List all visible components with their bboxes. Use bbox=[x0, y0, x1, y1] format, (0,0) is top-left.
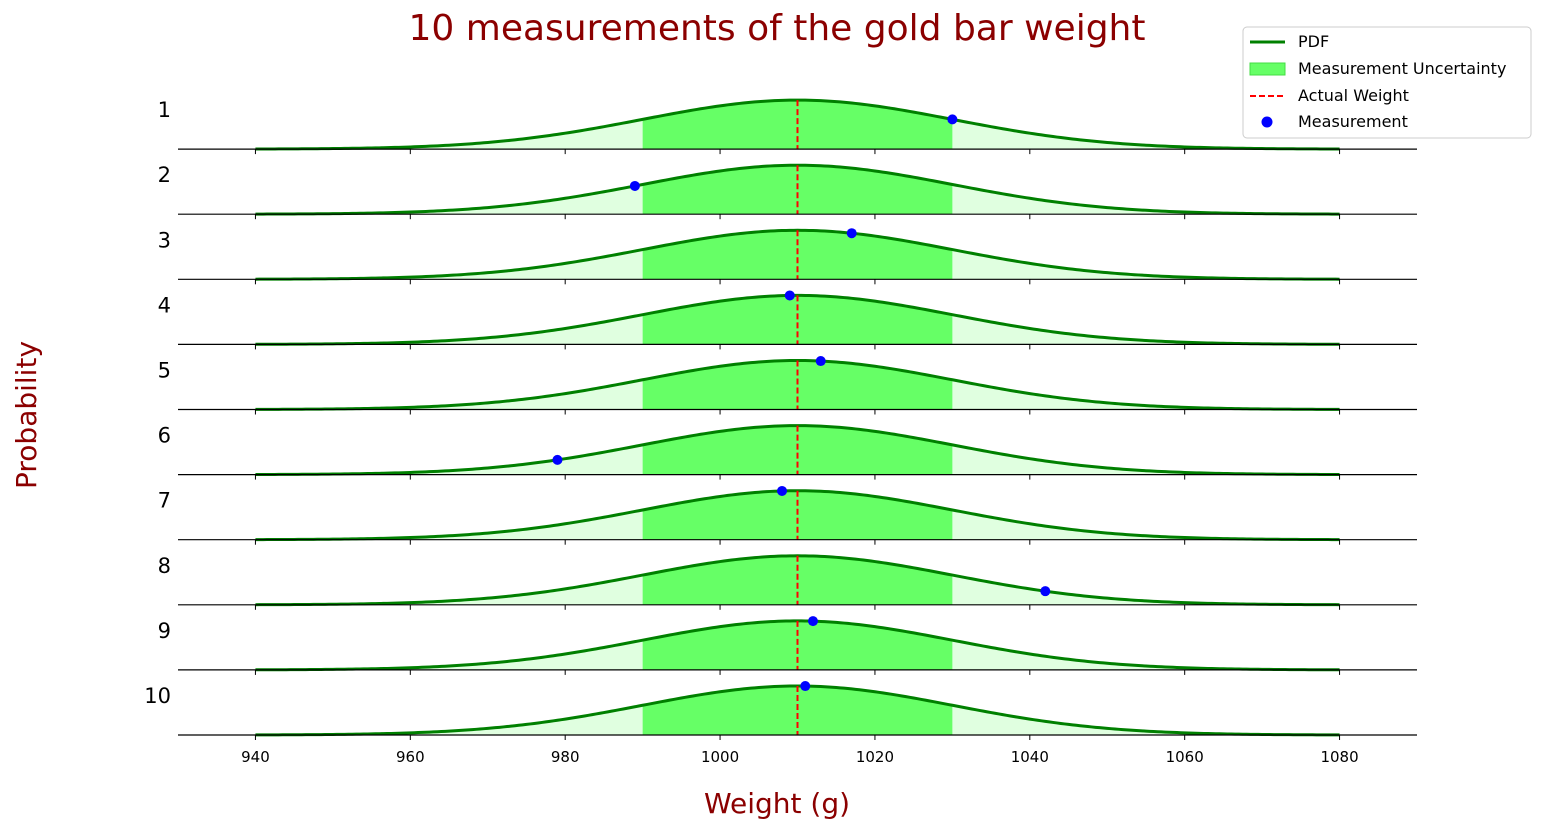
legend: PDF Measurement Uncertainty Actual Weight M… bbox=[1242, 26, 1532, 139]
tail-area-right bbox=[952, 379, 1340, 410]
uncertainty-area bbox=[642, 555, 953, 605]
measurement-point bbox=[800, 681, 811, 692]
legend-uncertainty-swatch bbox=[1249, 62, 1286, 76]
x-tick-label: 1000 bbox=[701, 748, 739, 766]
measurement-point bbox=[807, 616, 818, 627]
measurement-point bbox=[947, 114, 958, 125]
panel-label: 10 bbox=[144, 684, 171, 708]
x-tick-label: 980 bbox=[551, 748, 580, 766]
legend-measurement-swatch bbox=[1261, 116, 1273, 128]
legend-entry-label: PDF bbox=[1298, 32, 1329, 51]
panel-2: 2 bbox=[158, 163, 1417, 220]
tail-area-right bbox=[952, 509, 1340, 540]
panel-label: 5 bbox=[158, 359, 171, 383]
panel-3: 3 bbox=[158, 228, 1417, 285]
tail-area-right bbox=[952, 249, 1340, 280]
uncertainty-area bbox=[642, 425, 953, 475]
panel-label: 4 bbox=[158, 293, 171, 317]
measurement-point bbox=[815, 356, 826, 367]
tail-area-right bbox=[952, 640, 1340, 670]
x-tick-label: 960 bbox=[396, 748, 425, 766]
panel-label: 3 bbox=[158, 228, 171, 252]
tail-area-left bbox=[255, 314, 643, 345]
measurement-point bbox=[777, 485, 788, 496]
panel-10: 10 bbox=[144, 681, 1417, 740]
panel-label: 6 bbox=[158, 424, 171, 448]
x-tick-label: 1080 bbox=[1320, 748, 1358, 766]
legend-entry-label: Measurement Uncertainty bbox=[1298, 59, 1506, 78]
measurement-point bbox=[629, 180, 640, 191]
tail-area-left bbox=[255, 509, 643, 540]
panel-1: 1 bbox=[158, 98, 1417, 155]
x-tick-label: 1020 bbox=[856, 748, 894, 766]
legend-entry-label: Actual Weight bbox=[1298, 86, 1409, 105]
panel-6: 6 bbox=[158, 424, 1417, 480]
measurement-point bbox=[846, 228, 857, 239]
tail-area-left bbox=[255, 575, 643, 605]
panel-label: 2 bbox=[158, 163, 171, 187]
tail-area-left bbox=[255, 444, 643, 475]
tail-area-right bbox=[952, 444, 1340, 475]
tail-area-right bbox=[952, 705, 1340, 735]
tail-area-right bbox=[952, 184, 1340, 215]
panel-label: 7 bbox=[158, 489, 171, 513]
tail-area-left bbox=[255, 249, 643, 280]
x-axis-label: Weight (g) bbox=[704, 787, 850, 820]
tail-area-left bbox=[255, 640, 643, 670]
legend-frame bbox=[1242, 26, 1532, 139]
panel-7: 7 bbox=[158, 485, 1417, 545]
legend-entry-label: Measurement bbox=[1298, 112, 1408, 131]
x-tick-label: 1060 bbox=[1166, 748, 1204, 766]
panel-5: 5 bbox=[158, 356, 1417, 415]
uncertainty-area bbox=[642, 620, 953, 670]
panel-8: 8 bbox=[158, 554, 1417, 610]
tail-area-left bbox=[255, 184, 643, 215]
tail-area-right bbox=[952, 314, 1340, 345]
measurement-point bbox=[552, 454, 563, 465]
panel-9: 9 bbox=[158, 616, 1417, 675]
y-axis-label: Probability bbox=[10, 341, 43, 489]
x-tick-label: 1040 bbox=[1011, 748, 1049, 766]
uncertainty-area bbox=[642, 100, 953, 150]
panel-label: 9 bbox=[158, 619, 171, 643]
uncertainty-area bbox=[642, 686, 953, 735]
tail-area-left bbox=[255, 379, 643, 410]
chart-title: 10 measurements of the gold bar weight bbox=[409, 8, 1146, 49]
uncertainty-area bbox=[642, 230, 953, 280]
panel-label: 8 bbox=[158, 554, 171, 578]
panel-label: 1 bbox=[158, 98, 171, 122]
tail-area-right bbox=[952, 119, 1340, 150]
uncertainty-area bbox=[642, 360, 953, 410]
uncertainty-area bbox=[642, 165, 953, 215]
x-axis-ticks: 940 960 980 1000 1020 1040 1060 1080 bbox=[241, 748, 1359, 766]
tail-area-left bbox=[255, 119, 643, 150]
uncertainty-area bbox=[642, 490, 953, 540]
uncertainty-area bbox=[642, 295, 953, 345]
x-tick-label: 940 bbox=[241, 748, 270, 766]
tail-area-left bbox=[255, 705, 643, 735]
panels: 1 2 3 4 5 6 7 8 9 10 bbox=[144, 98, 1417, 740]
tail-area-right bbox=[952, 575, 1340, 605]
measurement-point bbox=[784, 290, 795, 301]
panel-4: 4 bbox=[158, 290, 1417, 350]
measurement-point bbox=[1040, 586, 1051, 597]
